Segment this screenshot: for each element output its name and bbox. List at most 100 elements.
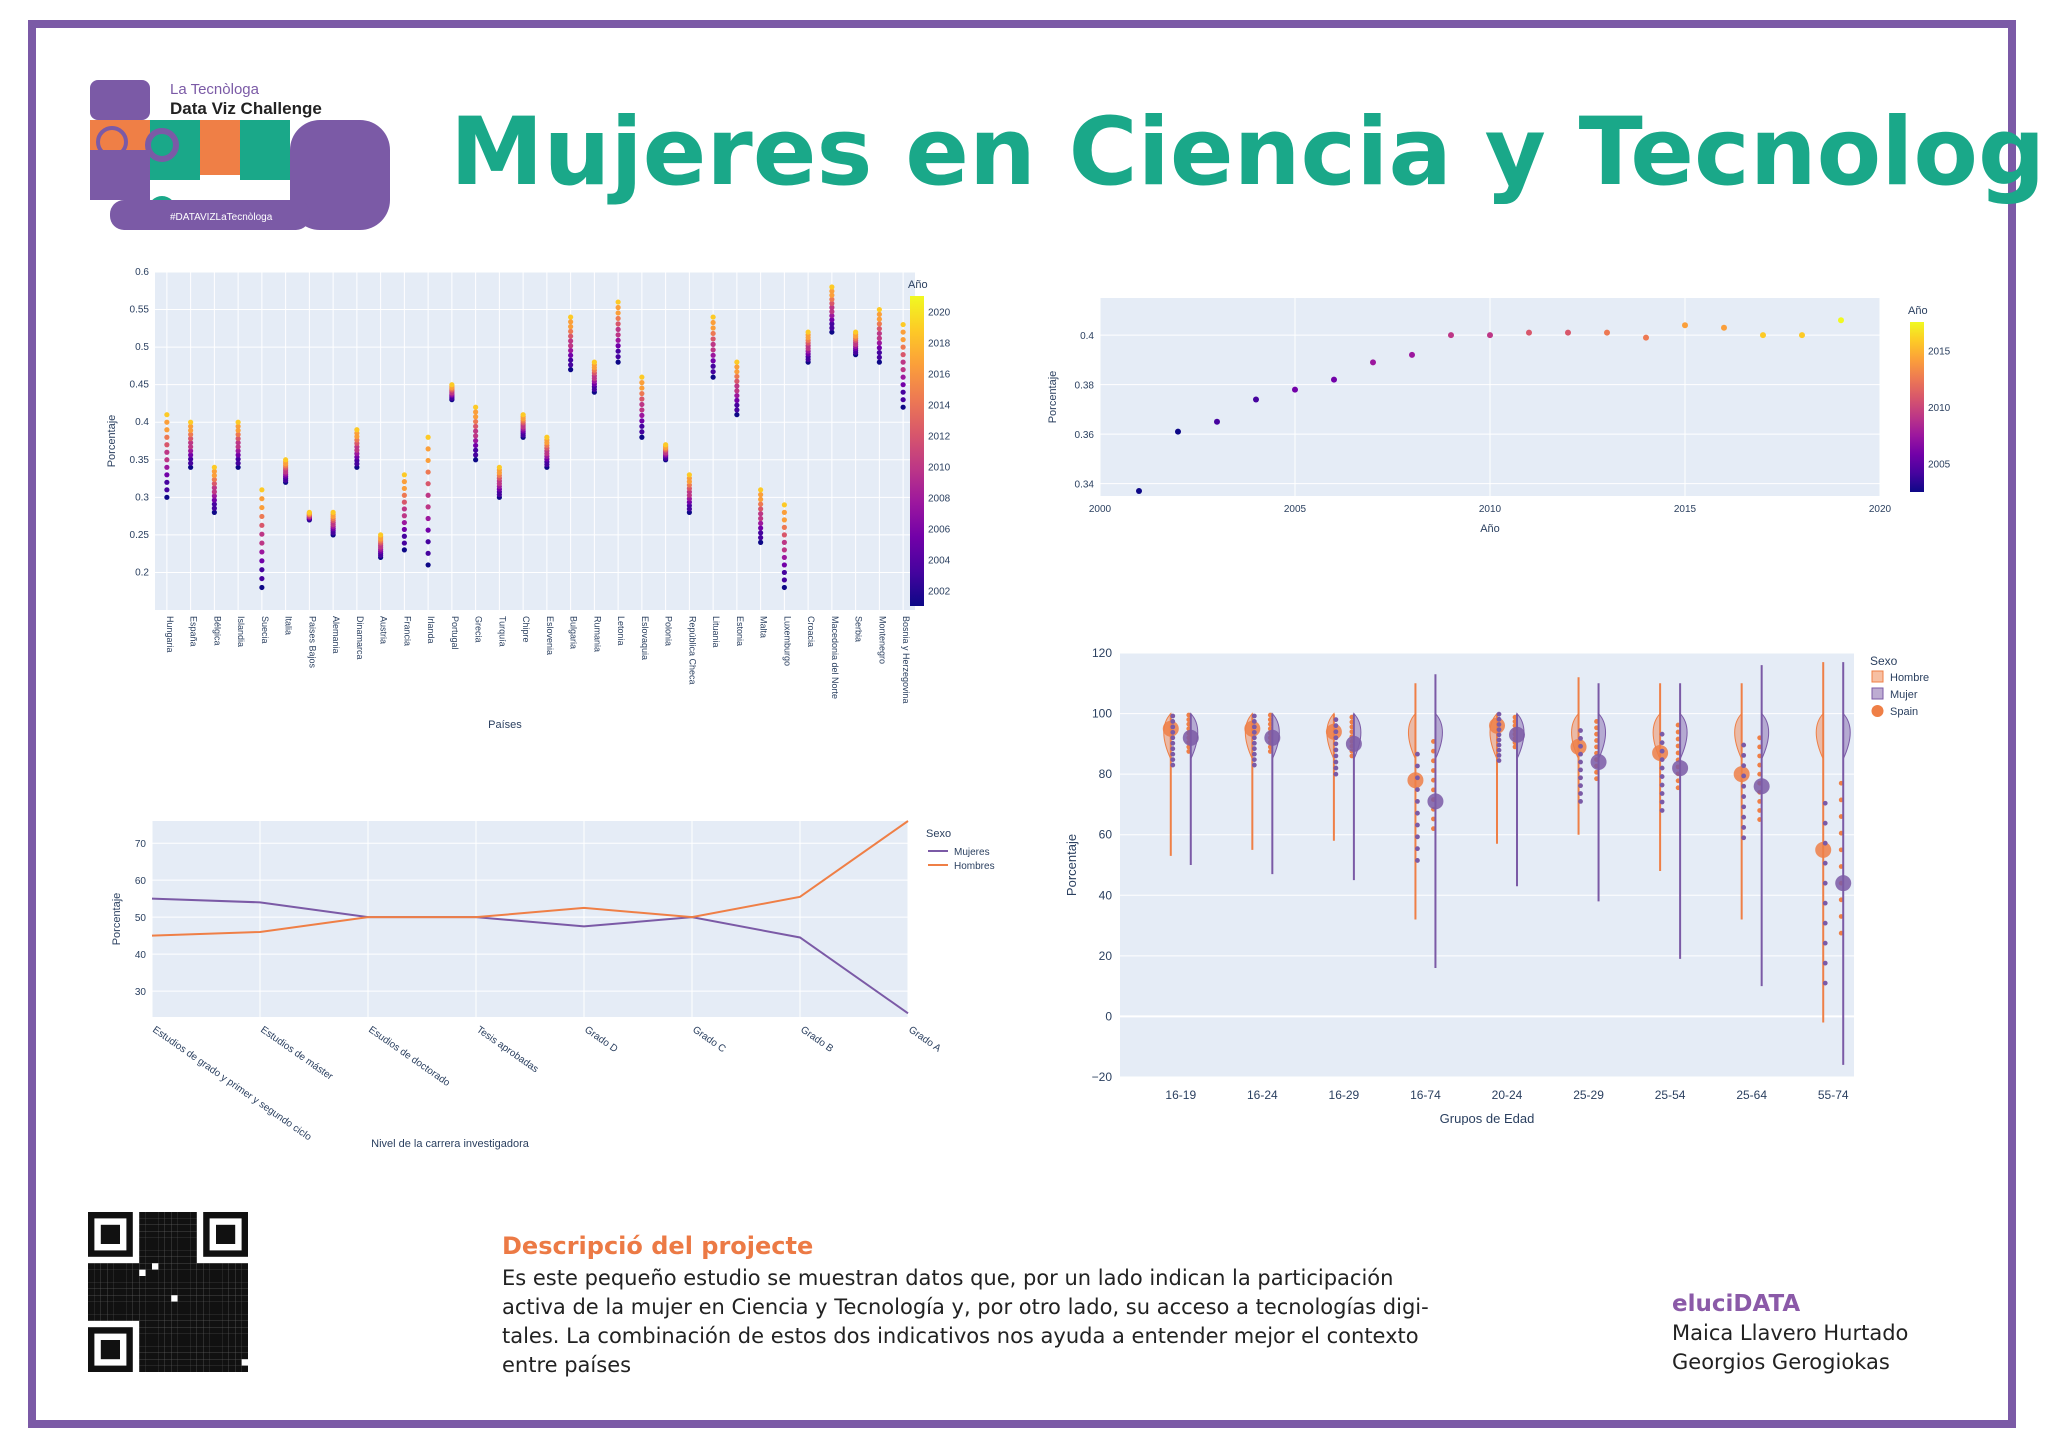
qr-module [139,1256,146,1264]
qr-module [113,1263,120,1270]
qr-module [184,1346,191,1353]
data-point [1170,746,1176,752]
data-point [829,296,835,302]
data-point [401,499,407,505]
qr-module [235,1269,242,1276]
c1-colorbar-tick: 2020 [928,308,951,319]
data-point [188,436,194,442]
qr-module [203,1269,210,1276]
qr-module [177,1365,184,1372]
qr-module [139,1244,146,1251]
qr-module [184,1218,191,1225]
data-point [639,418,645,424]
data-point [1333,765,1339,771]
qr-module [177,1263,184,1270]
data-point [639,380,645,386]
qr-module [177,1352,184,1360]
qr-module [88,1288,95,1296]
qr-module [145,1365,152,1372]
data-point [235,436,241,442]
y-tick-label: 50 [135,913,147,924]
data-point [900,359,906,365]
qr-module [203,1276,210,1283]
data-point [211,472,217,479]
data-point [1251,751,1257,757]
data-point [211,485,217,491]
qr-module [184,1295,191,1302]
y-tick-label: 40 [135,950,147,961]
violin-body-hombre [1407,712,1416,760]
qr-module [139,1320,146,1328]
qr-module [152,1320,159,1328]
data-point [639,412,645,418]
data-point [425,527,431,533]
data-point [1741,752,1747,758]
data-point [710,314,716,320]
y-tick-label: 30 [135,987,147,998]
qr-module [126,1263,133,1270]
qr-module [171,1320,178,1328]
qr-module [158,1269,165,1276]
qr-module [139,1218,146,1225]
data-point [188,419,194,425]
data-point [615,359,621,365]
data-point [1822,800,1828,806]
qr-module [184,1276,191,1283]
qr-code[interactable] [88,1212,248,1372]
data-point [615,310,621,316]
data-point [1741,794,1747,799]
qr-module [88,1295,95,1302]
qr-module [235,1295,242,1302]
legend-swatch [1871,705,1884,717]
x-axis-label: Año [1480,523,1500,535]
qr-module [203,1333,210,1340]
qr-module [177,1212,184,1219]
qr-module [171,1288,178,1296]
data-point [401,519,407,526]
y-tick-label: 120 [1092,646,1112,660]
data-point [1251,740,1257,746]
qr-module [177,1301,184,1308]
qr-module [222,1269,229,1276]
qr-module [100,1276,108,1283]
x-tick-label: 16-74 [1410,1088,1441,1102]
qr-module [216,1365,223,1372]
qr-module [139,1237,146,1244]
qr-module [222,1282,229,1289]
qr-module [203,1359,210,1366]
qr-module [190,1333,197,1340]
y-axis-label: Porcentaje [111,893,123,946]
data-point [615,304,621,311]
qr-module [203,1346,210,1353]
x-tick-label: Austria [379,616,389,644]
x-tick-label: Grado B [798,1024,835,1055]
qr-module [228,1308,236,1315]
c1-colorbar-tick: 2008 [928,494,951,505]
data-point [235,452,241,458]
data-point [401,479,407,485]
qr-module [107,1314,114,1321]
qr-module [164,1327,172,1334]
data-point [473,452,479,458]
qr-module [235,1365,242,1372]
legend-title: Sexo [926,828,951,840]
data-point [188,452,194,458]
c1-colorbar-tick: 2002 [928,587,951,598]
qr-module [107,1263,114,1270]
qr-module [113,1301,120,1308]
data-point [1170,757,1176,763]
data-point [188,440,194,446]
qr-module [132,1276,140,1283]
x-tick-label: 25-29 [1573,1088,1604,1102]
data-point [1822,940,1828,946]
qr-module [152,1365,159,1372]
c2-colorbar [1910,322,1924,492]
data-point [615,337,621,343]
qr-module [228,1340,236,1347]
data-point [876,330,882,337]
y-tick-label: −20 [1092,1070,1113,1084]
data-point [805,329,811,335]
qr-module [228,1288,236,1296]
data-point [758,525,764,531]
data-point [615,321,621,327]
